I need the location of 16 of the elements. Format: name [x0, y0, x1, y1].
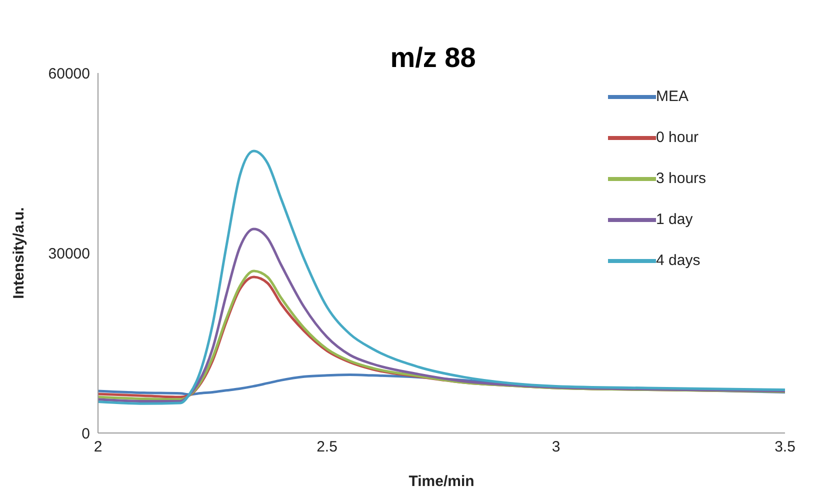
y-axis-title: Intensity/a.u.	[10, 207, 28, 299]
legend-label: 3 hours	[656, 169, 706, 189]
y-tick-label: 30000	[48, 245, 90, 262]
legend-label: 4 days	[656, 251, 700, 271]
x-tick-label: 3	[552, 438, 560, 456]
x-axis-title: Time/min	[408, 473, 474, 490]
x-tick-label: 3.5	[774, 438, 796, 456]
x-tick-label: 2	[94, 438, 102, 456]
legend-label: 0 hour	[656, 128, 699, 148]
y-tick-label: 60000	[48, 65, 90, 82]
x-tick-label: 2.5	[316, 438, 338, 456]
line-series	[98, 150, 785, 405]
legend-label: MEA	[656, 87, 689, 107]
chart-title: m/z 88	[390, 42, 476, 73]
y-tick-label: 0	[82, 425, 90, 442]
legend-label: 1 day	[656, 210, 693, 230]
